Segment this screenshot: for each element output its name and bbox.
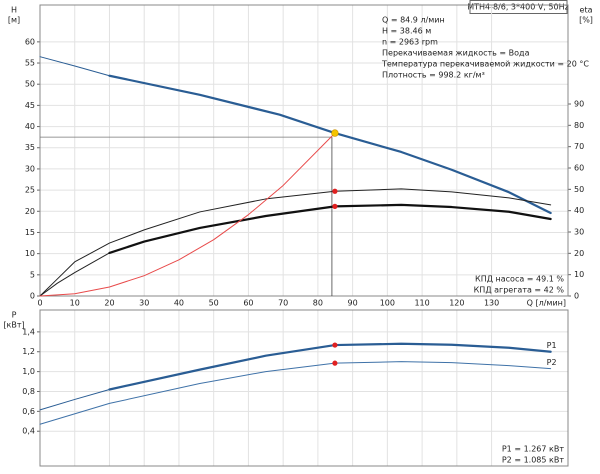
x-tick-label: 130	[484, 299, 499, 308]
y-tick-label: 50	[25, 80, 35, 89]
y-tick-label: 45	[25, 101, 35, 110]
operating-point	[332, 360, 338, 366]
info-line: Q = 84.9 л/мин	[382, 16, 445, 25]
y-axis-label: H	[11, 6, 17, 15]
curve	[39, 56, 110, 77]
y-tick-label: 60	[25, 37, 35, 46]
x-tick-label: 90	[348, 299, 358, 308]
curve	[39, 188, 552, 297]
curve	[108, 342, 552, 391]
y2-tick-label: 10	[574, 270, 584, 279]
curve-label: P1	[547, 341, 557, 350]
y2-tick-label: 0	[574, 292, 579, 301]
y2-tick-label: 30	[574, 227, 584, 236]
y2-tick-label: 20	[574, 249, 584, 258]
y-tick-label: 35	[25, 143, 35, 152]
y2-tick-label: 80	[574, 121, 584, 130]
y-tick-label: 0,4	[22, 427, 35, 436]
y-axis-label: [кВт]	[3, 321, 24, 330]
x-tick-label: 20	[104, 299, 114, 308]
operating-point	[332, 188, 338, 194]
y2-tick-label: 70	[574, 142, 584, 151]
y2-axis-label: [%]	[579, 16, 593, 25]
curve	[39, 388, 110, 411]
plot-frame	[39, 4, 569, 297]
y-tick-label: 0,8	[22, 387, 35, 396]
y2-tick-label: 90	[574, 99, 584, 108]
y-tick-label: 40	[25, 122, 35, 131]
y-tick-label: 1,2	[22, 347, 35, 356]
curve	[39, 252, 110, 297]
curve	[108, 74, 552, 215]
x-tick-label: 60	[243, 299, 253, 308]
curve	[39, 132, 336, 297]
y-tick-label: 0,6	[22, 407, 35, 416]
info-line: H = 38.46 м	[382, 27, 431, 36]
operating-point	[332, 342, 338, 348]
x-tick-label: 70	[278, 299, 288, 308]
x-tick-label: 0	[37, 299, 42, 308]
y-tick-label: 25	[25, 186, 35, 195]
x-tick-label: 80	[313, 299, 323, 308]
annotation: P1 = 1.267 кВт	[502, 445, 564, 454]
info-line: Температура перекачиваемой жидкости = 20…	[381, 60, 589, 69]
x-tick-label: 100	[380, 299, 395, 308]
y-tick-label: 0	[30, 292, 35, 301]
info-box-text: MTH4-8/6, 3*400 V, 50Hz	[467, 3, 569, 12]
x-tick-label: 30	[139, 299, 149, 308]
y-tick-label: 55	[25, 59, 35, 68]
y-tick-label: 5	[30, 270, 35, 279]
y-axis-label: [м]	[8, 16, 20, 25]
y-tick-label: 1,4	[22, 327, 35, 336]
annotation: КПД агрегата = 42 %	[474, 286, 565, 295]
y2-axis-label: eta	[580, 6, 593, 15]
x-tick-label: 40	[174, 299, 184, 308]
info-line: Перекачиваемая жидкость = Вода	[382, 49, 530, 58]
y2-tick-label: 50	[574, 185, 584, 194]
x-tick-label: 110	[414, 299, 429, 308]
y2-tick-label: 60	[574, 163, 584, 172]
y-tick-label: 30	[25, 164, 35, 173]
x-axis-label: Q [л/мин]	[527, 299, 566, 308]
x-tick-label: 120	[449, 299, 464, 308]
y-tick-label: 10	[25, 249, 35, 258]
y-tick-label: 15	[25, 228, 35, 237]
info-line: n = 2963 rpm	[382, 38, 438, 47]
x-tick-label: 10	[70, 299, 80, 308]
y-axis-label: P	[12, 311, 17, 320]
info-box	[469, 0, 568, 14]
x-tick-label: 50	[209, 299, 219, 308]
y2-tick-label: 40	[574, 206, 584, 215]
y-tick-label: 1,0	[22, 367, 35, 376]
y-tick-label: 20	[25, 207, 35, 216]
annotation: КПД насоса = 49.1 %	[475, 275, 564, 284]
operating-point	[332, 203, 338, 209]
annotation: P2 = 1.085 кВт	[502, 456, 564, 465]
info-line: Плотность = 998.2 кг/м³	[382, 71, 485, 80]
operating-point	[331, 129, 339, 137]
plot-frame	[39, 309, 569, 467]
curve-label: P2	[547, 358, 557, 367]
